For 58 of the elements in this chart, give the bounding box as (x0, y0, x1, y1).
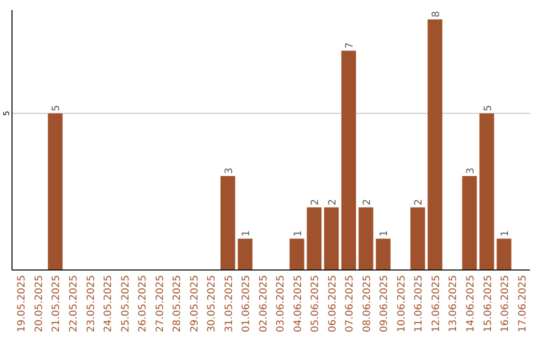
x-tick-label: 14.06.2025 (466, 275, 476, 332)
bar (48, 113, 63, 270)
x-tick-label: 04.06.2025 (292, 275, 304, 332)
x-tick-label: 06.06.2025 (327, 275, 338, 332)
bar (376, 238, 391, 270)
x-tick-label: 15.06.2025 (482, 275, 494, 332)
data-label: 1 (292, 230, 304, 237)
x-tick-label: 27.05.2025 (154, 275, 166, 332)
data-label: 1 (241, 230, 252, 237)
data-label: 3 (224, 168, 235, 174)
bar (428, 19, 442, 270)
x-tick-label: 17.06.2025 (517, 275, 528, 332)
data-label: 7 (344, 42, 356, 49)
x-tick-label: 24.05.2025 (103, 275, 114, 332)
x-tick-label: 28.05.2025 (172, 275, 184, 332)
x-tick-label: 02.06.2025 (258, 275, 270, 332)
x-tick-label: 19.05.2025 (16, 275, 28, 332)
bar (462, 176, 477, 270)
data-label: 2 (310, 198, 322, 206)
x-tick-label: 05.06.2025 (310, 275, 322, 332)
data-label: 5 (482, 105, 494, 112)
bar (358, 207, 374, 270)
x-tick-label: 16.06.2025 (500, 275, 512, 332)
x-tick-label: 10.06.2025 (396, 275, 408, 332)
bar (238, 238, 252, 270)
data-label: 8 (430, 11, 442, 18)
bar (341, 50, 356, 270)
x-tick-label: 12.06.2025 (430, 275, 442, 332)
x-tick-label: 25.05.2025 (120, 275, 132, 332)
bar (306, 207, 322, 270)
x-tick-label: 08.06.2025 (362, 275, 373, 332)
x-tick-label: 07.06.2025 (344, 275, 356, 332)
x-tick-label: 09.06.2025 (379, 275, 390, 332)
x-tick-label: 01.06.2025 (241, 275, 252, 332)
x-tick-label: 21.05.2025 (51, 275, 62, 332)
bar (496, 238, 512, 270)
x-tick-label: 22.05.2025 (68, 275, 80, 332)
data-label: 2 (362, 198, 373, 206)
data-label: 2 (414, 198, 425, 206)
x-tick-label: 23.05.2025 (86, 275, 97, 332)
data-label: 3 (466, 168, 476, 174)
x-tick-label: 11.06.2025 (414, 275, 425, 332)
data-label: 1 (500, 230, 512, 237)
x-tick-label: 20.05.2025 (34, 275, 45, 332)
bar (324, 207, 339, 270)
x-tick-label: 29.05.2025 (189, 275, 200, 332)
data-label: 5 (51, 105, 62, 112)
bar (410, 207, 426, 270)
x-tick-label: 30.05.2025 (206, 275, 218, 332)
bar (220, 176, 236, 270)
x-tick-label: 03.06.2025 (276, 275, 287, 332)
bar (479, 113, 494, 270)
data-label: 1 (379, 230, 390, 237)
x-tick-label: 31.05.2025 (224, 275, 235, 332)
bar (290, 238, 304, 270)
data-label: 2 (327, 198, 338, 206)
x-tick-label: 13.06.2025 (448, 275, 460, 332)
x-tick-label: 26.05.2025 (138, 275, 149, 332)
